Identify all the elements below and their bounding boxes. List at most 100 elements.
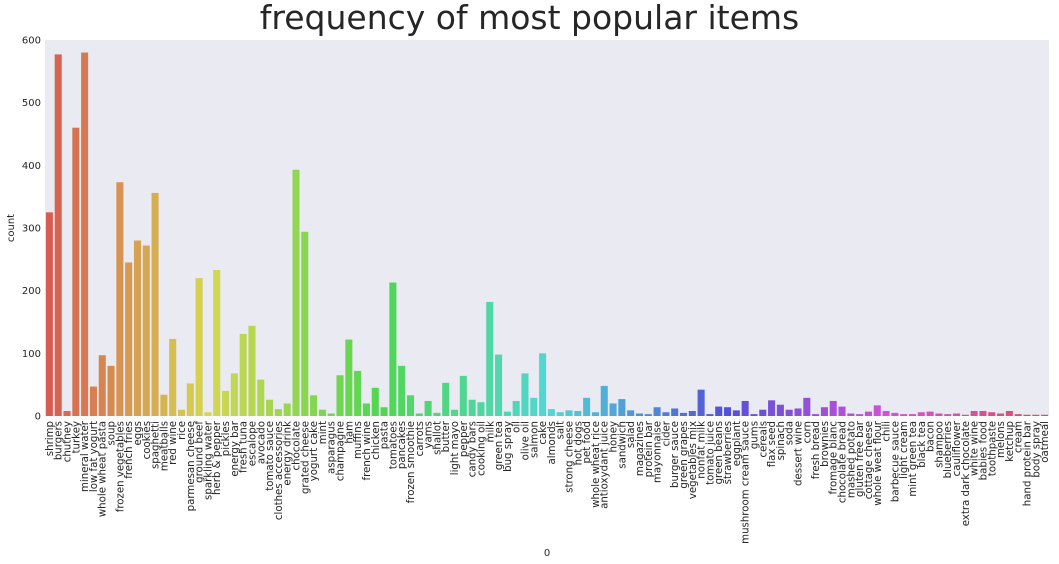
bar [151, 192, 159, 416]
x-tick-label: whole wheat pasta [98, 421, 109, 517]
x-tick-label: milk [485, 421, 496, 443]
x-tick-label: candy bars [468, 421, 479, 477]
bar [556, 412, 564, 416]
bar [944, 414, 952, 416]
x-tick-label: bacon [926, 421, 937, 452]
x-tick-label: tomato sauce [265, 421, 276, 491]
bar [336, 375, 344, 416]
bar [512, 400, 520, 416]
x-tick-label: butter [441, 420, 452, 452]
bar [794, 408, 802, 416]
x-tick-label: turkey [71, 421, 82, 453]
x-tick-label: escalope [247, 421, 258, 466]
x-tick-label: corn [802, 421, 813, 443]
bar [424, 400, 432, 416]
x-tick-label: french wine [362, 421, 373, 480]
y-tick-label: 300 [22, 224, 41, 235]
bar [72, 127, 80, 416]
x-tick-label: pancakes [397, 421, 408, 469]
x-tick-label: asparagus [327, 421, 338, 474]
x-tick-label: spaghetti [151, 421, 162, 469]
x-tick-label: cauliflower [952, 420, 963, 476]
bar [988, 412, 996, 416]
bar [160, 394, 168, 416]
x-tick-label: gums [749, 421, 760, 449]
bar [1023, 414, 1031, 416]
bar [345, 339, 353, 416]
bar [354, 370, 362, 416]
x-tick-label: gluten free bar [855, 420, 866, 497]
bar [292, 169, 300, 416]
x-tick-label: yogurt cake [309, 421, 320, 481]
x-tick-label: strong cheese [565, 421, 576, 493]
x-tick-label: ground beef [195, 421, 206, 483]
bar [838, 406, 846, 416]
x-tick-label: light mayo [450, 421, 461, 475]
bar [477, 402, 485, 416]
y-tick-label: 600 [22, 36, 41, 47]
bar [812, 414, 820, 416]
x-tick-label: oatmeal [1040, 421, 1051, 463]
bar [917, 412, 925, 416]
x-tick-label: soda [785, 421, 796, 445]
x-tick-label: olive oil [520, 421, 531, 460]
bar [864, 411, 872, 416]
bar [503, 411, 511, 416]
x-tick-label: muffins [353, 421, 364, 459]
bar [768, 400, 776, 416]
x-tick-label: almonds [547, 421, 558, 464]
bar [81, 52, 89, 417]
x-tick-label: chicken [371, 421, 382, 460]
bar [644, 414, 652, 416]
bar [583, 397, 591, 416]
x-tick-label: french fries [124, 421, 135, 479]
x-tick-label: pet food [582, 421, 593, 464]
bar [327, 413, 335, 416]
bar [195, 278, 203, 416]
y-tick-label: 100 [22, 349, 41, 360]
bar [565, 410, 573, 416]
bar [891, 412, 899, 416]
x-tick-label: clothes accessories [274, 421, 285, 520]
x-tick-label: whole wheat rice [591, 421, 602, 508]
bar [970, 410, 978, 416]
bar [318, 409, 326, 416]
x-tick-label: dessert wine [794, 421, 805, 486]
x-tick-label: honey [609, 421, 620, 452]
bar [953, 413, 961, 416]
x-tick-label: mint green tea [908, 421, 919, 497]
bar [653, 407, 661, 416]
x-tick-label: nonfat milk [697, 421, 708, 479]
x-tick-label: shallot [432, 421, 443, 455]
bar [380, 407, 388, 416]
x-tick-label: cooking oil [476, 421, 487, 476]
bar [142, 245, 150, 416]
x-tick-label: blueberries [943, 421, 954, 478]
x-tick-label: toothpaste [987, 421, 998, 476]
x-tick-label: brownies [820, 421, 831, 467]
x-tick-label: protein bar [644, 420, 655, 477]
bar [979, 410, 987, 416]
y-tick-label: 500 [22, 98, 41, 109]
bar [45, 212, 53, 416]
bar [486, 301, 494, 416]
x-tick-label: strawberries [723, 421, 734, 484]
x-tick-label: champagne [336, 421, 347, 481]
bar [618, 399, 626, 416]
bar [627, 410, 635, 416]
bar [398, 365, 406, 416]
x-tick-label: avocado [256, 421, 267, 464]
y-axis-label: count [6, 214, 17, 242]
bar [283, 403, 291, 416]
bar [662, 412, 670, 416]
x-tick-label: fresh bread [811, 421, 822, 479]
bar [530, 397, 538, 416]
plot-area [45, 40, 1049, 416]
bar [750, 414, 758, 416]
x-tick-label: parmesan cheese [186, 421, 197, 511]
x-tick-label: tomato juice [705, 421, 716, 485]
x-tick-label: grated cheese [300, 421, 311, 494]
bar [310, 395, 318, 416]
x-tick-label: energy drink [283, 421, 294, 486]
